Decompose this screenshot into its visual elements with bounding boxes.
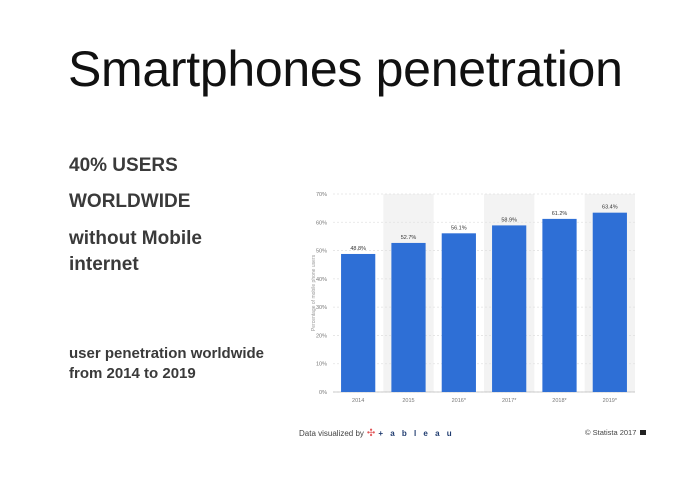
bullet-worldwide: WORLDWIDE	[69, 191, 191, 212]
bullet-users: 40% USERS	[69, 155, 178, 176]
y-tick-label: 20%	[316, 333, 327, 339]
data-visualized-label: Data visualized by	[299, 429, 364, 438]
value-label: 56.1%	[451, 225, 467, 231]
bar	[542, 218, 577, 392]
bar	[592, 212, 627, 392]
tableau-logo: + a b l e a u	[378, 429, 455, 438]
bullet-no-mobile-internet: without Mobile internet	[69, 228, 202, 275]
x-tick-label: 2016*	[452, 398, 467, 404]
y-axis-label: Percentage of mobile phone users	[311, 254, 317, 331]
x-tick-label: 2015	[402, 398, 414, 404]
y-tick-label: 40%	[316, 277, 327, 283]
tableau-mark-icon: ✣	[366, 428, 376, 439]
value-label: 61.2%	[552, 211, 568, 217]
x-tick-label: 2019*	[603, 398, 618, 404]
x-tick-label: 2017*	[502, 398, 517, 404]
page-title: Smartphones penetration	[68, 41, 623, 97]
x-tick-label: 2014	[352, 398, 364, 404]
y-tick-label: 50%	[316, 249, 327, 255]
y-tick-label: 0%	[319, 390, 327, 396]
data-visualized-credit: Data visualized by ✣ + a b l e a u	[299, 428, 454, 439]
y-tick-label: 30%	[316, 305, 327, 311]
value-label: 52.7%	[401, 235, 417, 241]
y-tick-label: 10%	[316, 362, 327, 368]
bar	[341, 253, 376, 392]
flag-icon	[640, 430, 647, 435]
statista-credit-text: © Statista 2017	[585, 428, 637, 437]
statista-credit[interactable]: © Statista 2017	[585, 428, 647, 437]
value-label: 63.4%	[602, 205, 618, 211]
value-label: 58.9%	[501, 217, 517, 223]
bar	[492, 225, 527, 392]
chart-caption: user penetration worldwide from 2014 to …	[69, 345, 265, 382]
y-tick-label: 70%	[316, 192, 327, 198]
bar-chart: 0% 10% 20% 30% 40% 50% 60% 70% Percentage of mob…	[311, 192, 635, 404]
bar	[391, 242, 426, 392]
x-tick-label: 2018*	[552, 398, 567, 404]
value-label: 48.8%	[350, 246, 366, 252]
bar	[441, 233, 476, 392]
y-tick-label: 60%	[316, 220, 327, 226]
